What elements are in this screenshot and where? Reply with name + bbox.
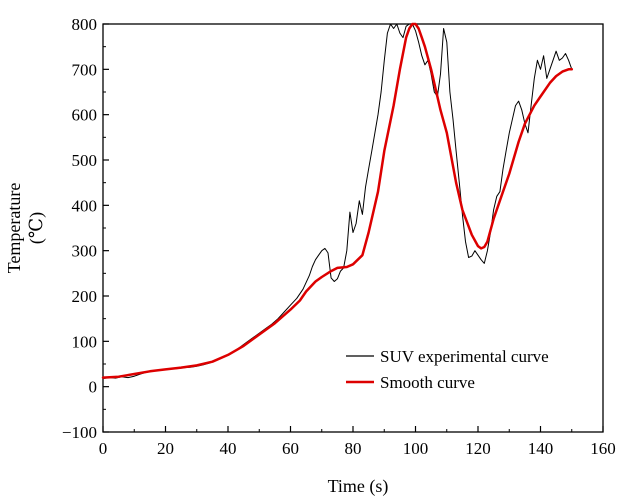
series-line-smooth [101, 22, 574, 379]
y-tick-label: 0 [89, 378, 98, 397]
y-tick-label: −100 [62, 423, 97, 442]
ticks-layer: 0 20 40 60 80 100 120 140 160−100010020030040050… [62, 15, 616, 458]
x-tick-label: 20 [157, 439, 174, 458]
y-tick-label: 600 [72, 106, 98, 125]
legend-label-smooth: Smooth curve [380, 373, 475, 392]
x-tick-label: 120 [465, 439, 491, 458]
y-tick-label: 400 [72, 196, 98, 215]
series-layer [101, 22, 574, 379]
y-tick-label: 700 [72, 60, 98, 79]
series-line-experimental [102, 23, 573, 379]
legend-label-experimental: SUV experimental curve [380, 347, 549, 366]
x-axis-title: Time (s) [328, 476, 389, 497]
x-tick-label: 0 [99, 439, 108, 458]
x-tick-label: 100 [403, 439, 429, 458]
y-tick-label: 300 [72, 242, 98, 261]
legend: SUV experimental curve Smooth curve [346, 347, 549, 392]
x-tick-label: 60 [282, 439, 299, 458]
x-tick-label: 40 [220, 439, 237, 458]
x-tick-label: 140 [528, 439, 554, 458]
y-axis-title-line1: Temperature [4, 183, 24, 274]
y-tick-label: 200 [72, 287, 98, 306]
x-tick-label: 80 [345, 439, 362, 458]
y-tick-label: 100 [72, 332, 98, 351]
y-tick-label: 500 [72, 151, 98, 170]
y-axis-title-line2: (℃) [26, 212, 47, 244]
x-tick-label: 160 [590, 439, 616, 458]
axes-layer [102, 23, 604, 433]
plot-frame [102, 23, 604, 433]
y-tick-label: 800 [72, 15, 98, 34]
